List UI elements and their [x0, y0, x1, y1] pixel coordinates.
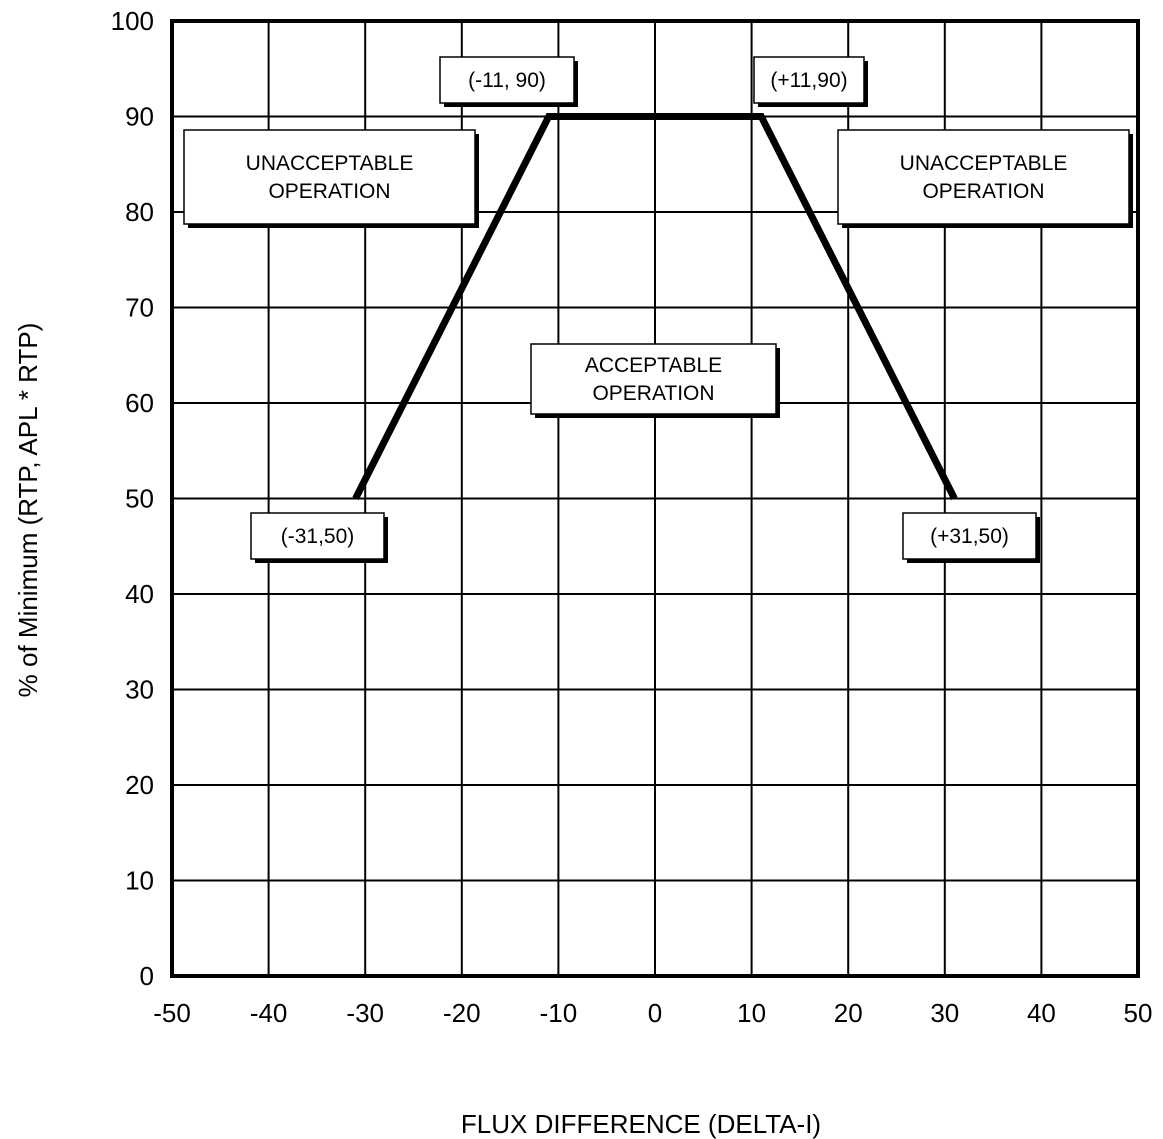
limit-line	[352, 113, 958, 501]
annotation-label: UNACCEPTABLE	[246, 152, 414, 175]
y-tick-label: 60	[125, 388, 154, 418]
pt-neg11-90-box: (-11, 90)	[439, 56, 578, 107]
x-tick-label: 20	[834, 998, 863, 1028]
y-tick-label: 80	[125, 197, 154, 227]
annotation-label: ACCEPTABLE	[585, 354, 722, 377]
pt-pos31-50-box: (+31,50)	[902, 512, 1040, 563]
x-tick-label: 50	[1124, 998, 1153, 1028]
annotation-label: (-31,50)	[281, 525, 355, 548]
region-unacceptable-left-box: UNACCEPTABLE OPERATION	[183, 129, 479, 228]
plot-frame	[170, 19, 1140, 978]
region-acceptable-box: ACCEPTABLE OPERATION	[530, 343, 780, 418]
x-tick-label: -10	[540, 998, 578, 1028]
x-tick-label: 0	[648, 998, 662, 1028]
y-tick-label: 90	[125, 102, 154, 132]
y-tick-label: 40	[125, 579, 154, 609]
x-tick-label: -20	[443, 998, 481, 1028]
annotation-label: OPERATION	[592, 382, 714, 405]
annotation-label: (+11,90)	[770, 69, 847, 92]
y-axis-title: % of Minimum (RTP, APL * RTP)	[13, 323, 43, 698]
y-tick-label: 70	[125, 293, 154, 323]
x-tick-label: 30	[930, 998, 959, 1028]
x-tick-label: 40	[1027, 998, 1056, 1028]
annotation-boxes: (-11, 90) (+11,90) (-31,50) (+31,50) UNACCEP…	[183, 56, 1133, 563]
annotation-label: (+31,50)	[930, 525, 1009, 548]
annotation-label: OPERATION	[268, 180, 390, 203]
tick-labels: -50 -40 -30 -20 -10 0 10 20 30 40 50 0 10 20 30 40 50 60 7…	[111, 6, 1153, 1028]
y-tick-label: 20	[125, 770, 154, 800]
annotation-label: UNACCEPTABLE	[900, 152, 1068, 175]
pt-pos11-90-box: (+11,90)	[753, 56, 868, 107]
y-tick-label: 100	[111, 6, 154, 36]
limit-line-layer	[352, 113, 958, 501]
y-tick-label: 50	[125, 484, 154, 514]
y-tick-label: 0	[140, 961, 154, 991]
x-tick-label: 10	[737, 998, 766, 1028]
x-tick-label: -40	[250, 998, 288, 1028]
y-tick-label: 10	[125, 866, 154, 896]
x-axis-title: FLUX DIFFERENCE (DELTA-I)	[461, 1109, 821, 1139]
x-tick-label: -50	[153, 998, 191, 1028]
pt-neg31-50-box: (-31,50)	[250, 512, 388, 563]
region-unacceptable-right-box: UNACCEPTABLE OPERATION	[837, 129, 1133, 228]
x-tick-label: -30	[346, 998, 384, 1028]
annotation-label: (-11, 90)	[468, 69, 546, 92]
y-tick-label: 30	[125, 675, 154, 705]
annotation-label: OPERATION	[922, 180, 1044, 203]
